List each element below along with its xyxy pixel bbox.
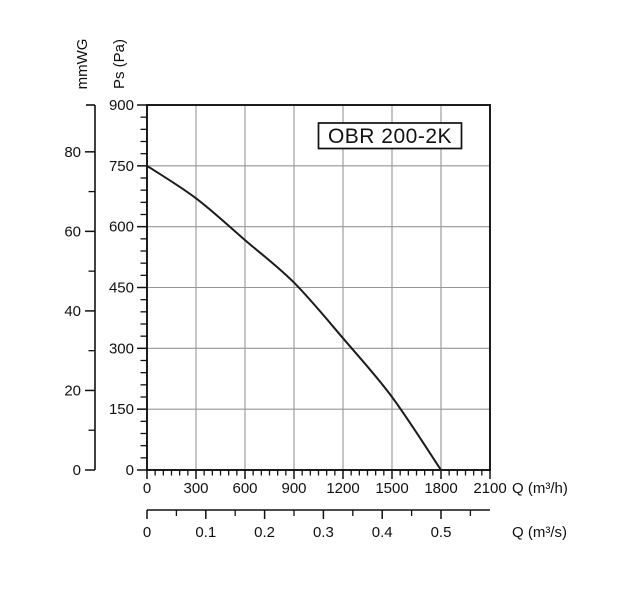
- x-axis-tick-label: 1200: [326, 480, 359, 497]
- x2-axis-tick-label: 0: [143, 524, 151, 541]
- title-box: OBR 200-2K: [317, 122, 463, 150]
- title-box-frame: [317, 122, 463, 150]
- chart-title: OBR 200-2K: [328, 125, 452, 148]
- y-axis-tick-label: 600: [109, 219, 134, 236]
- axes-layer: 0 300 600 900 1200 1500 1800 210001503004506007…: [64, 97, 506, 541]
- x-axis-tick-label: 600: [232, 480, 257, 497]
- x2-axis-tick-label: 0.2: [254, 524, 275, 541]
- x-axis-tick-label: 900: [281, 480, 306, 497]
- x2-axis-title-m3s: Q (m³/s): [512, 524, 567, 541]
- mmwg-tick-label: 20: [64, 382, 81, 399]
- y-axis-tick-label: 900: [109, 97, 134, 114]
- mmwg-tick-label: 0: [73, 462, 81, 479]
- y-axis-title-ps-pa: Ps (Pa): [111, 39, 128, 89]
- x2-axis-tick-label: 0.1: [195, 524, 216, 541]
- y2-axis-title-mmwg: mmWG: [74, 39, 91, 90]
- y-axis-tick-label: 450: [109, 280, 134, 297]
- x2-axis-tick-label: 0.5: [431, 524, 452, 541]
- x-axis-tick-label: 1800: [424, 480, 457, 497]
- x2-axis-tick-label: 0.3: [313, 524, 334, 541]
- curve-layer: [146, 164, 442, 471]
- x-axis-title-m3h: Q (m³/h): [512, 480, 568, 497]
- x-axis-tick-label: 0: [143, 480, 151, 497]
- mmwg-tick-label: 80: [64, 144, 81, 161]
- performance-curve: [146, 164, 442, 471]
- y-axis-tick-label: 150: [109, 401, 134, 418]
- y-axis-tick-label: 0: [126, 462, 134, 479]
- mmwg-tick-label: 60: [64, 223, 81, 240]
- y-axis-tick-label: 750: [109, 158, 134, 175]
- mmwg-tick-label: 40: [64, 303, 81, 320]
- x-axis-tick-label: 300: [183, 480, 208, 497]
- grid-layer: [147, 105, 490, 470]
- x-axis-tick-label: 1500: [375, 480, 408, 497]
- x-axis-tick-label: 2100: [473, 480, 506, 497]
- x2-axis-tick-label: 0.4: [372, 524, 393, 541]
- y-axis-tick-label: 300: [109, 340, 134, 357]
